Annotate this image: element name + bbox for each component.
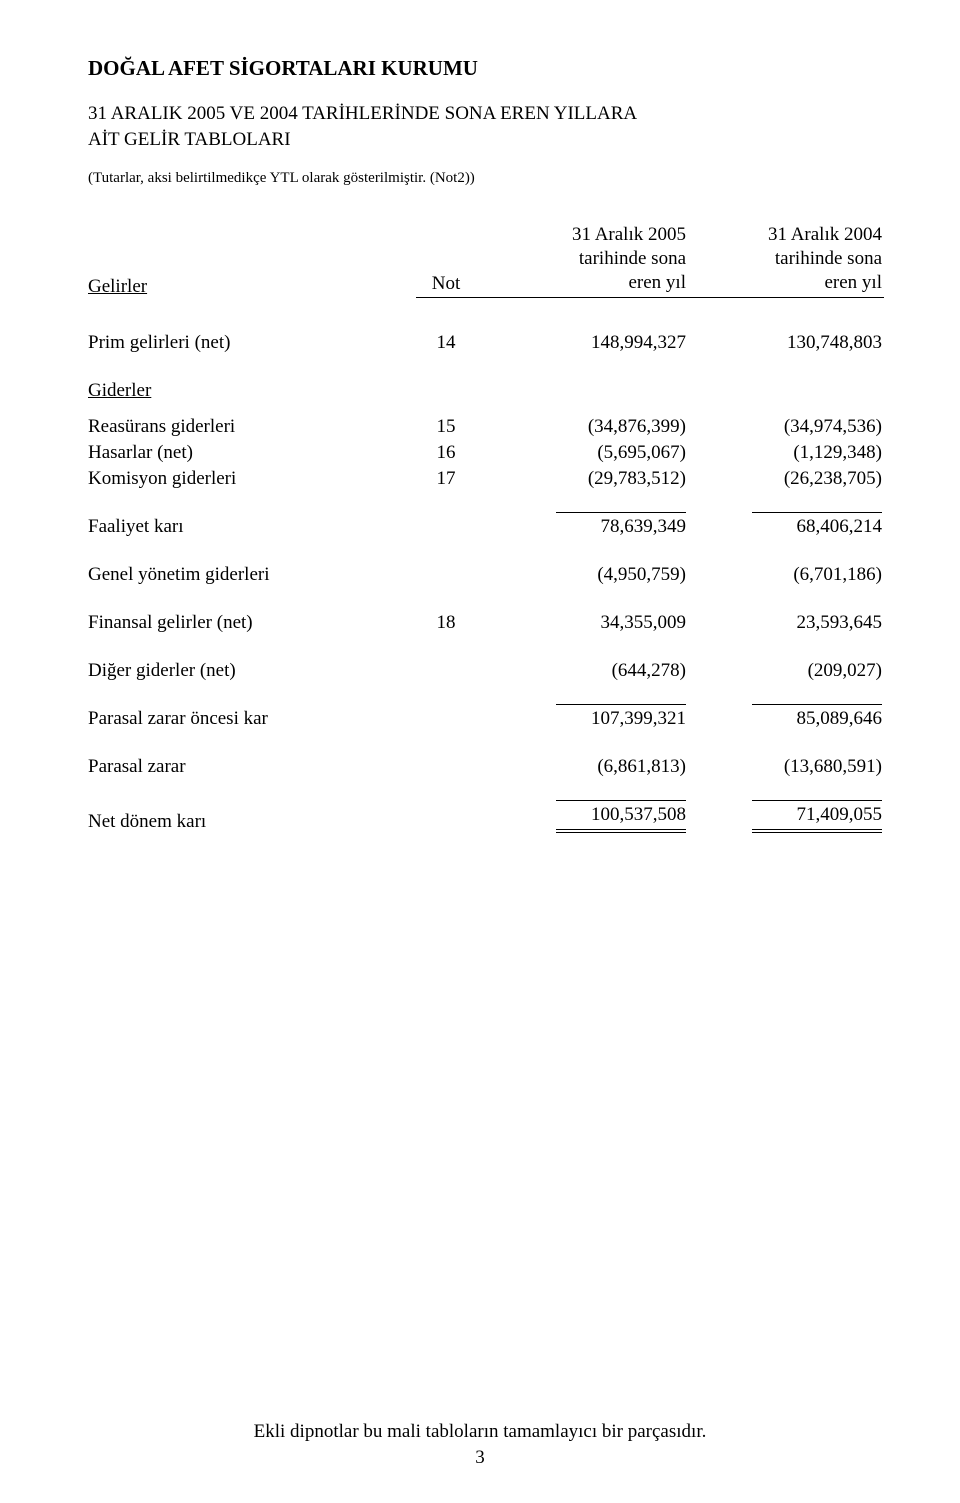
label-komisyon: Komisyon giderleri (88, 468, 416, 490)
v1-diger: (644,278) (476, 660, 692, 682)
v1-genel: (4,950,759) (476, 564, 692, 586)
v2-parasal-zarar: (13,680,591) (692, 756, 884, 778)
label-net-donem: Net dönem karı (88, 811, 416, 833)
not-label: Not (426, 273, 467, 295)
income-statement-table: Gelirler Not 31 Aralık 2005 tarihinde so… (88, 223, 872, 832)
v2-reasurans: (34,974,536) (692, 416, 884, 438)
row-net-donem-kari: Net dönem karı 100,537,508 71,409,055 (88, 800, 872, 833)
row-parasal-oncesi: Parasal zarar öncesi kar 107,399,321 85,… (88, 704, 872, 730)
label-genel: Genel yönetim giderleri (88, 564, 416, 586)
v2-finansal: 23,593,645 (692, 612, 884, 634)
col2-line1: 31 Aralık 2004 (768, 224, 882, 245)
gelirler-heading: Gelirler (88, 276, 416, 298)
row-genel-yonetim: Genel yönetim giderleri (4,950,759) (6,7… (88, 560, 872, 586)
label-faaliyet: Faaliyet karı (88, 516, 416, 538)
v1-parasal-oncesi: 107,399,321 (556, 704, 686, 730)
row-section-giderler: Giderler (88, 376, 872, 402)
v2-diger: (209,027) (692, 660, 884, 682)
label-parasal-oncesi: Parasal zarar öncesi kar (88, 708, 416, 730)
not-komisyon: 17 (416, 468, 476, 490)
section-gelirler: Gelirler (88, 276, 147, 297)
col2-line3: eren yıl (824, 272, 882, 293)
amounts-note: (Tutarlar, aksi belirtilmedikçe YTL olar… (88, 170, 872, 187)
col-header-not: Not (416, 273, 476, 298)
v1-parasal-zarar: (6,861,813) (476, 756, 692, 778)
footer-note: Ekli dipnotlar bu mali tabloların tamaml… (0, 1421, 960, 1443)
col-header-2005: 31 Aralık 2005 tarihinde sona eren yıl (476, 223, 692, 297)
v1-komisyon: (29,783,512) (476, 468, 692, 490)
not-finansal: 18 (416, 612, 476, 634)
label-parasal-zarar: Parasal zarar (88, 756, 416, 778)
label-finansal: Finansal gelirler (net) (88, 612, 416, 634)
row-hasarlar: Hasarlar (net) 16 (5,695,067) (1,129,348… (88, 438, 872, 464)
org-title: DOĞAL AFET SİGORTALARI KURUMU (88, 56, 872, 81)
col1-line1: 31 Aralık 2005 (572, 224, 686, 245)
subtitle-line-2: AİT GELİR TABLOLARI (88, 129, 291, 150)
not-prim: 14 (416, 332, 476, 354)
section-giderler: Giderler (88, 380, 151, 401)
page: DOĞAL AFET SİGORTALARI KURUMU 31 ARALIK … (0, 0, 960, 1503)
v2-genel: (6,701,186) (692, 564, 884, 586)
v2-prim: 130,748,803 (692, 332, 884, 354)
v2-net-donem: 71,409,055 (752, 800, 882, 833)
label-reasurans: Reasürans giderleri (88, 416, 416, 438)
label-prim: Prim gelirleri (net) (88, 332, 416, 354)
row-finansal-gelirler: Finansal gelirler (net) 18 34,355,009 23… (88, 608, 872, 634)
row-parasal-zarar: Parasal zarar (6,861,813) (13,680,591) (88, 752, 872, 778)
page-number: 3 (0, 1447, 960, 1469)
v1-hasarlar: (5,695,067) (476, 442, 692, 464)
row-faaliyet-kari: Faaliyet karı 78,639,349 68,406,214 (88, 512, 872, 538)
v1-finansal: 34,355,009 (476, 612, 692, 634)
v1-reasurans: (34,876,399) (476, 416, 692, 438)
col1-line3: eren yıl (628, 272, 686, 293)
v2-komisyon: (26,238,705) (692, 468, 884, 490)
row-prim-gelirleri: Prim gelirleri (net) 14 148,994,327 130,… (88, 328, 872, 354)
row-komisyon: Komisyon giderleri 17 (29,783,512) (26,2… (88, 464, 872, 490)
v2-hasarlar: (1,129,348) (692, 442, 884, 464)
statement-subtitle: 31 ARALIK 2005 VE 2004 TARİHLERİNDE SONA… (88, 101, 872, 152)
v1-net-donem: 100,537,508 (556, 800, 686, 833)
not-reasurans: 15 (416, 416, 476, 438)
v2-parasal-oncesi: 85,089,646 (752, 704, 882, 730)
v2-faaliyet: 68,406,214 (752, 512, 882, 538)
col-header-2004: 31 Aralık 2004 tarihinde sona eren yıl (692, 223, 884, 297)
label-diger: Diğer giderler (net) (88, 660, 416, 682)
col2-line2: tarihinde sona (775, 248, 882, 269)
row-diger-giderler: Diğer giderler (net) (644,278) (209,027) (88, 656, 872, 682)
label-hasarlar: Hasarlar (net) (88, 442, 416, 464)
v1-faaliyet: 78,639,349 (556, 512, 686, 538)
subtitle-line-1: 31 ARALIK 2005 VE 2004 TARİHLERİNDE SONA… (88, 103, 637, 124)
column-header-row: Gelirler Not 31 Aralık 2005 tarihinde so… (88, 223, 872, 297)
not-hasarlar: 16 (416, 442, 476, 464)
v1-prim: 148,994,327 (476, 332, 692, 354)
row-reasurans: Reasürans giderleri 15 (34,876,399) (34,… (88, 412, 872, 438)
col1-line2: tarihinde sona (579, 248, 686, 269)
